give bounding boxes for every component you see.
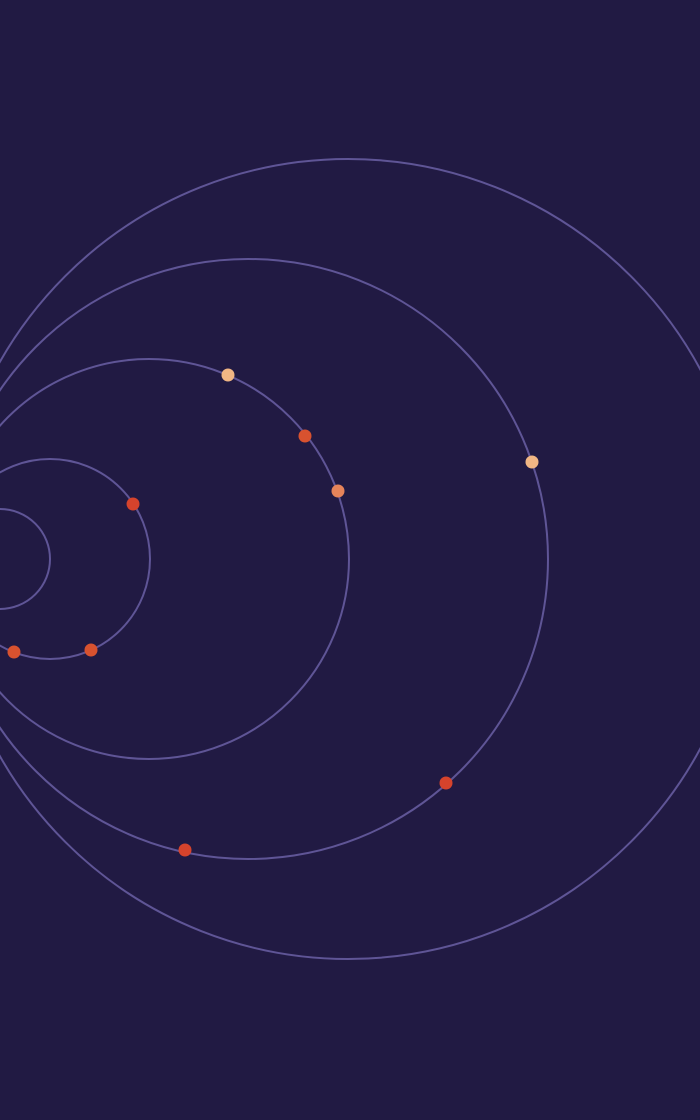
ring-2 (0, 458, 151, 660)
ring-4-dot-1 (525, 455, 539, 469)
ring-3-dot-1 (221, 368, 235, 382)
ring-3 (0, 358, 350, 760)
ring-5 (0, 158, 700, 960)
ring-1 (0, 508, 51, 610)
rings (0, 158, 700, 960)
ring-2-dot-3 (7, 645, 21, 659)
ring-3-dot-2 (298, 429, 312, 443)
ring-4-dot-2 (439, 776, 453, 790)
orbit-dots (7, 368, 539, 857)
ring-4-dot-3 (178, 843, 192, 857)
ring-4 (0, 258, 549, 860)
ring-3-dot-3 (331, 484, 345, 498)
ring-2-dot-2 (84, 643, 98, 657)
ring-2-dot-1 (126, 497, 140, 511)
